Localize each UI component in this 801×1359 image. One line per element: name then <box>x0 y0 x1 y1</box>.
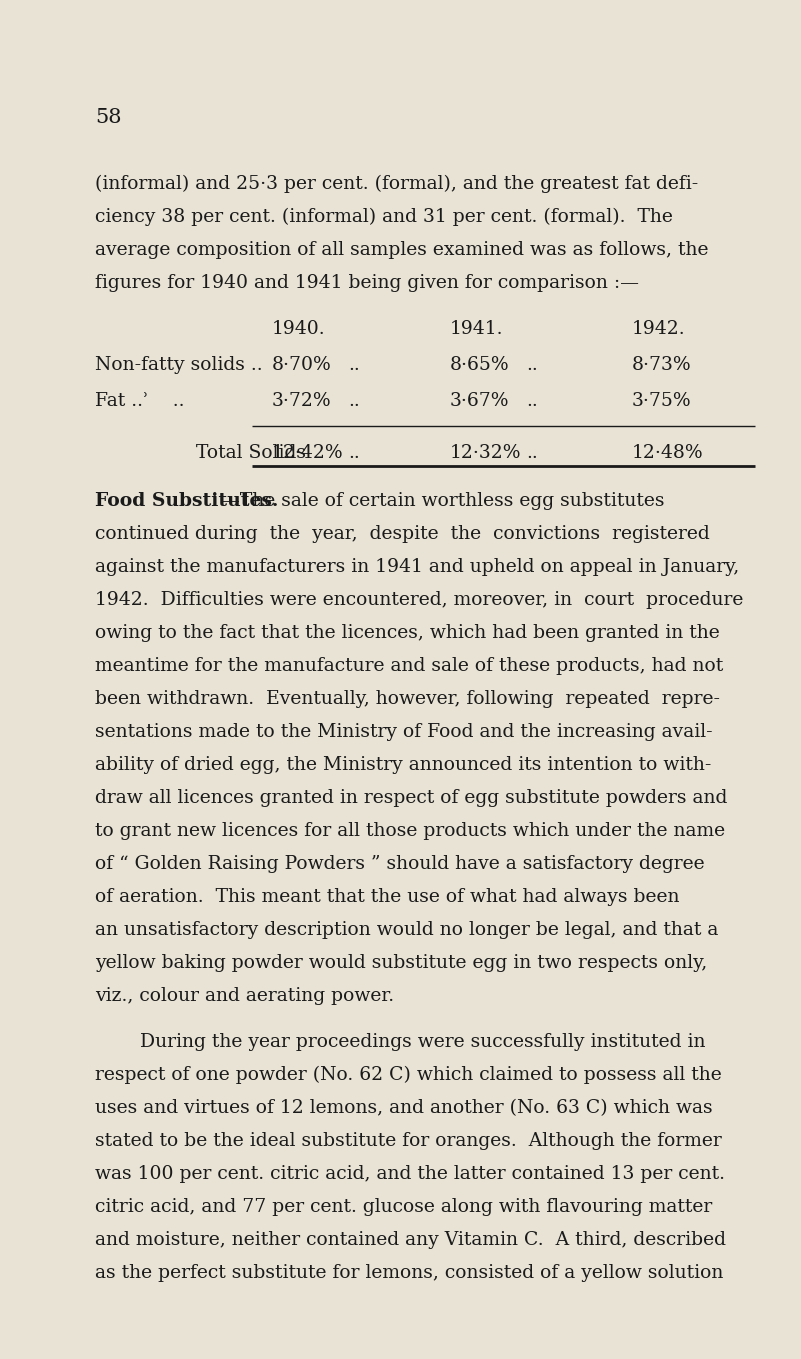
Text: During the year proceedings were successfully instituted in: During the year proceedings were success… <box>140 1033 706 1051</box>
Text: stated to be the ideal substitute for oranges.  Although the former: stated to be the ideal substitute for or… <box>95 1132 722 1150</box>
Text: ..: .. <box>348 391 360 410</box>
Text: been withdrawn.  Eventually, however, following  repeated  repre-: been withdrawn. Eventually, however, fol… <box>95 690 720 708</box>
Text: of “ Golden Raising Powders ” should have a satisfactory degree: of “ Golden Raising Powders ” should hav… <box>95 855 705 872</box>
Text: ..: .. <box>348 356 360 374</box>
Text: 8·70%: 8·70% <box>272 356 332 374</box>
Text: ..: .. <box>526 444 537 462</box>
Text: Fat ..ʾ    ..: Fat ..ʾ .. <box>95 391 184 410</box>
Text: owing to the fact that the licences, which had been granted in the: owing to the fact that the licences, whi… <box>95 624 720 641</box>
Text: ciency 38 per cent. (informal) and 31 per cent. (formal).  The: ciency 38 per cent. (informal) and 31 pe… <box>95 208 673 226</box>
Text: yellow baking powder would substitute egg in two respects only,: yellow baking powder would substitute eg… <box>95 954 707 972</box>
Text: Non-fatty solids ..: Non-fatty solids .. <box>95 356 263 374</box>
Text: 1942.: 1942. <box>632 319 686 338</box>
Text: Food Substitutes.: Food Substitutes. <box>95 492 279 510</box>
Text: ability of dried egg, the Ministry announced its intention to with-: ability of dried egg, the Ministry annou… <box>95 756 711 775</box>
Text: and moisture, neither contained any Vitamin C.  A third, described: and moisture, neither contained any Vita… <box>95 1231 726 1249</box>
Text: 58: 58 <box>95 107 122 126</box>
Text: meantime for the manufacture and sale of these products, had not: meantime for the manufacture and sale of… <box>95 656 723 675</box>
Text: (informal) and 25·3 per cent. (formal), and the greatest fat defi-: (informal) and 25·3 per cent. (formal), … <box>95 175 698 193</box>
Text: ..: .. <box>526 391 537 410</box>
Text: against the manufacturers in 1941 and upheld on appeal in January,: against the manufacturers in 1941 and up… <box>95 559 739 576</box>
Text: 3·67%: 3·67% <box>450 391 509 410</box>
Text: average composition of all samples examined was as follows, the: average composition of all samples exami… <box>95 241 709 260</box>
Text: 3·75%: 3·75% <box>632 391 691 410</box>
Text: Total Solids: Total Solids <box>196 444 306 462</box>
Text: 8·73%: 8·73% <box>632 356 691 374</box>
Text: 12·48%: 12·48% <box>632 444 703 462</box>
Text: 12·42%: 12·42% <box>272 444 344 462</box>
Text: citric acid, and 77 per cent. glucose along with flavouring matter: citric acid, and 77 per cent. glucose al… <box>95 1199 712 1216</box>
Text: draw all licences granted in respect of egg substitute powders and: draw all licences granted in respect of … <box>95 790 727 807</box>
Text: sentations made to the Ministry of Food and the increasing avail-: sentations made to the Ministry of Food … <box>95 723 713 741</box>
Text: 3·72%: 3·72% <box>272 391 332 410</box>
Text: 12·32%: 12·32% <box>450 444 521 462</box>
Text: continued during  the  year,  despite  the  convictions  registered: continued during the year, despite the c… <box>95 525 710 544</box>
Text: was 100 per cent. citric acid, and the latter contained 13 per cent.: was 100 per cent. citric acid, and the l… <box>95 1165 725 1182</box>
Text: 1940.: 1940. <box>272 319 326 338</box>
Text: ..: .. <box>526 356 537 374</box>
Text: uses and virtues of 12 lemons, and another (No. 63 C) which was: uses and virtues of 12 lemons, and anoth… <box>95 1099 713 1117</box>
Text: —The sale of certain worthless egg substitutes: —The sale of certain worthless egg subst… <box>221 492 665 510</box>
Text: 1941.: 1941. <box>450 319 504 338</box>
Text: viz., colour and aerating power.: viz., colour and aerating power. <box>95 987 394 1006</box>
Text: an unsatisfactory description would no longer be legal, and that a: an unsatisfactory description would no l… <box>95 921 718 939</box>
Text: respect of one powder (No. 62 C) which claimed to possess all the: respect of one powder (No. 62 C) which c… <box>95 1065 722 1084</box>
Text: figures for 1940 and 1941 being given for comparison :—: figures for 1940 and 1941 being given fo… <box>95 275 639 292</box>
Text: 8·65%: 8·65% <box>450 356 509 374</box>
Text: to grant new licences for all those products which under the name: to grant new licences for all those prod… <box>95 822 725 840</box>
Text: 1942.  Difficulties were encountered, moreover, in  court  procedure: 1942. Difficulties were encountered, mor… <box>95 591 743 609</box>
Text: as the perfect substitute for lemons, consisted of a yellow solution: as the perfect substitute for lemons, co… <box>95 1264 723 1282</box>
Text: ..: .. <box>348 444 360 462</box>
Text: of aeration.  This meant that the use of what had always been: of aeration. This meant that the use of … <box>95 887 679 906</box>
